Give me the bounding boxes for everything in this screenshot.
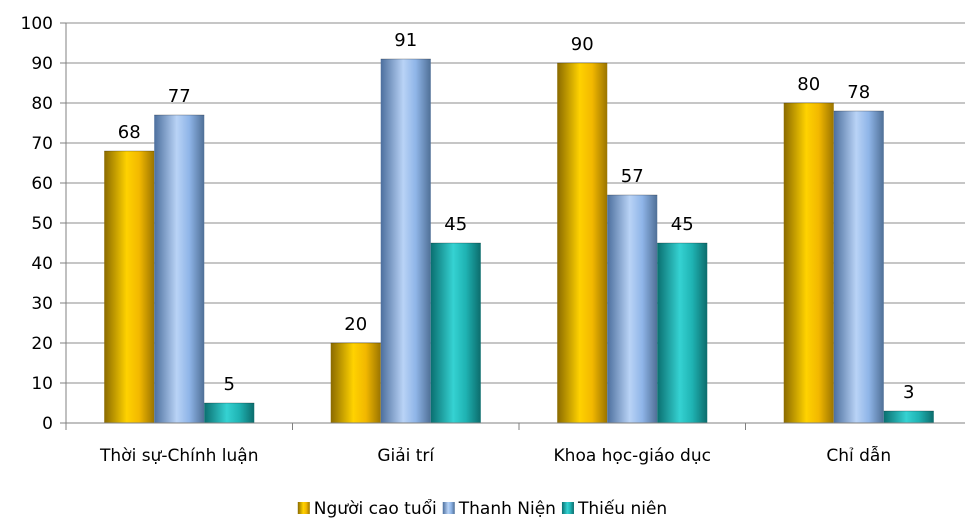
bar	[204, 403, 255, 423]
data-label: 91	[394, 30, 417, 51]
data-label: 68	[118, 122, 141, 143]
data-label: 80	[797, 74, 820, 95]
bar	[430, 243, 481, 423]
legend-swatch	[442, 502, 455, 514]
bar	[783, 103, 834, 423]
data-label: 20	[344, 314, 367, 335]
data-label: 77	[168, 86, 191, 107]
y-tick-label: 100	[21, 14, 53, 34]
legend: Người cao tuổi Thanh Niện Thiếu niên	[297, 498, 667, 519]
legend-swatch	[297, 502, 310, 514]
bar	[607, 195, 658, 423]
data-label: 90	[571, 34, 594, 55]
y-tick-label: 60	[31, 174, 53, 194]
bar	[833, 111, 884, 423]
y-tick-label: 30	[31, 294, 53, 314]
data-label: 78	[847, 82, 870, 103]
bar	[330, 343, 381, 423]
y-tick-label: 90	[31, 54, 53, 74]
data-label: 45	[444, 214, 467, 235]
bar	[557, 63, 608, 423]
y-tick-label: 0	[42, 414, 53, 434]
legend-label: Thanh Niện	[458, 499, 556, 519]
x-category-label: Giải trí	[377, 446, 435, 466]
x-category-label: Khoa học-giáo dục	[554, 446, 711, 466]
y-tick-label: 20	[31, 334, 53, 354]
bar	[883, 411, 934, 423]
data-label: 5	[224, 374, 235, 395]
bars	[104, 58, 934, 423]
y-tick-label: 10	[31, 374, 53, 394]
data-label: 45	[671, 214, 694, 235]
legend-swatch	[561, 502, 574, 514]
gridlines	[66, 22, 965, 384]
data-label: 3	[903, 382, 914, 403]
y-tick-label: 70	[31, 134, 53, 154]
y-tick-label: 50	[31, 214, 53, 234]
y-tick-label: 40	[31, 254, 53, 274]
bar	[657, 243, 708, 423]
y-tick-label: 80	[31, 94, 53, 114]
axes: 0 10 20 30 40 50 60 70 80 90 100 Thời sự-Chính luận…	[21, 14, 965, 466]
x-category-label: Thời sự-Chính luận	[99, 446, 258, 466]
data-labels: 68 77 5 20 91 45 90 57 45 80 78 3	[118, 30, 915, 403]
bar	[154, 115, 205, 423]
bar	[104, 151, 155, 423]
x-category-label: Chỉ dẫn	[826, 445, 891, 466]
data-label: 57	[621, 166, 644, 187]
legend-label: Thiếu niên	[577, 498, 667, 519]
legend-label: Người cao tuổi	[314, 498, 437, 519]
bar	[380, 59, 431, 423]
